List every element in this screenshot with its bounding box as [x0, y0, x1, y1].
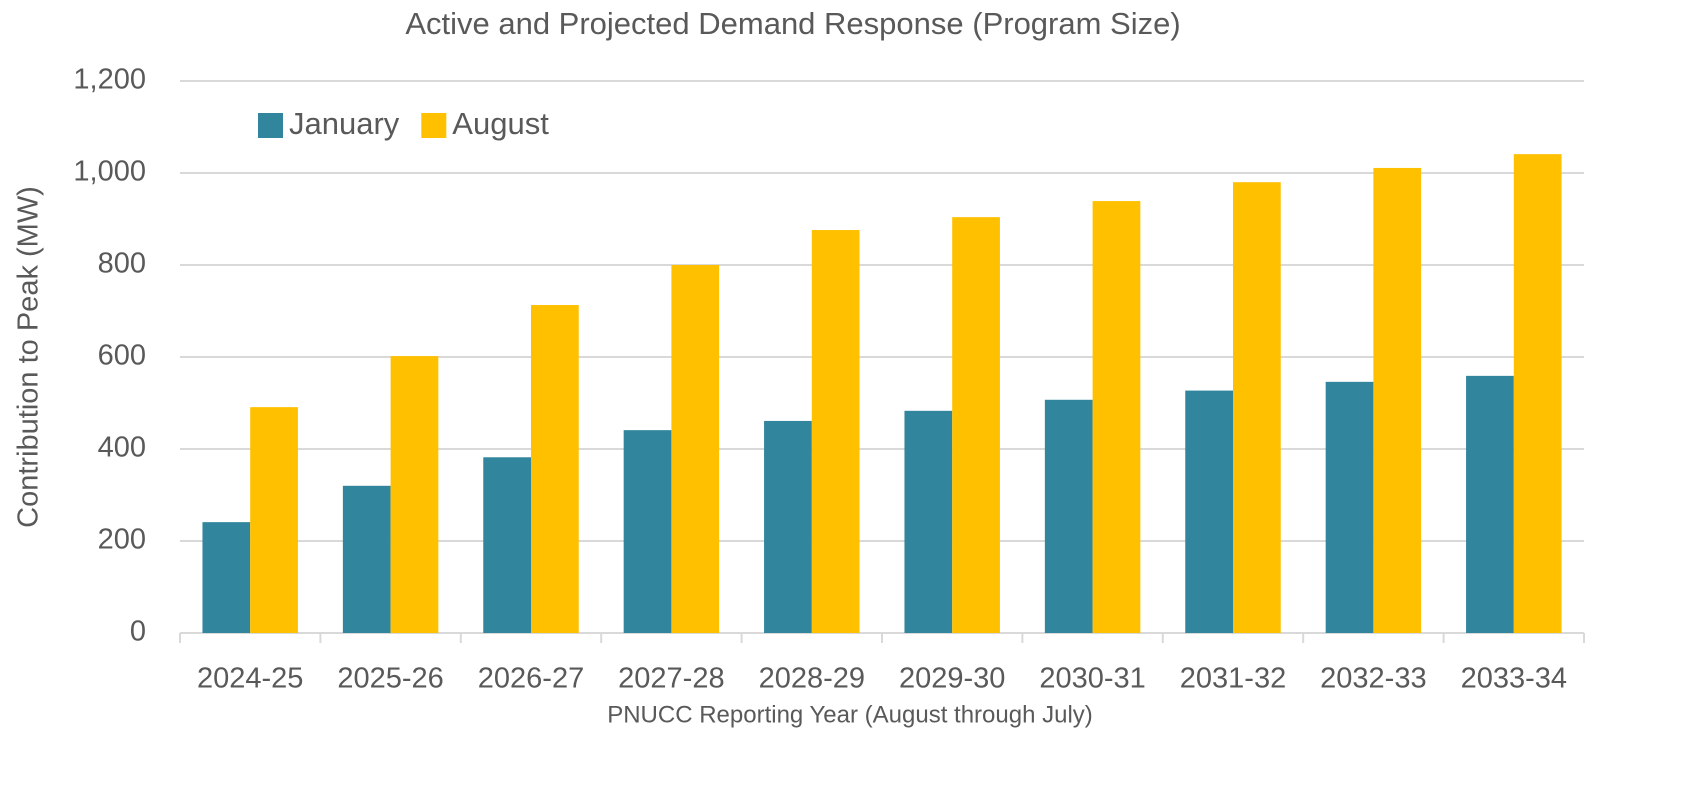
bar	[671, 265, 720, 633]
legend-label: January	[289, 106, 400, 141]
bar	[952, 217, 1000, 633]
bar	[250, 407, 298, 633]
bar	[1185, 390, 1233, 633]
bar	[390, 356, 439, 633]
bar	[1373, 167, 1422, 633]
bar	[1233, 182, 1281, 633]
y-tick-label: 0	[130, 616, 146, 648]
x-tick-label: 2024-25	[197, 663, 303, 695]
legend-swatch	[258, 113, 283, 138]
bar	[1092, 201, 1141, 633]
y-tick-label: 800	[98, 248, 146, 280]
x-tick-label: 2030-31	[1039, 663, 1145, 695]
x-tick-label: 2026-27	[478, 663, 584, 695]
legend-label: August	[452, 106, 549, 141]
bar	[1513, 154, 1562, 633]
y-axis-title: Contribution to Peak (MW)	[13, 186, 45, 528]
bar	[623, 430, 672, 633]
legend-swatch	[421, 113, 447, 138]
x-tick-label: 2028-29	[759, 663, 865, 695]
x-axis-title: PNUCC Reporting Year (August through Jul…	[607, 701, 1093, 728]
bar	[1325, 381, 1374, 633]
bar	[811, 230, 860, 634]
y-tick-label: 1,200	[73, 64, 146, 96]
bar	[202, 522, 251, 633]
x-tick-label: 2032-33	[1320, 663, 1426, 695]
bar	[531, 305, 579, 633]
chart-title: Active and Projected Demand Response (Pr…	[405, 6, 1180, 41]
y-tick-label: 600	[98, 340, 146, 372]
x-tick-label: 2029-30	[899, 663, 1005, 695]
y-tick-label: 200	[98, 524, 146, 556]
bar	[483, 457, 531, 633]
y-tick-label: 1,000	[73, 156, 146, 188]
bar	[1466, 375, 1514, 633]
y-tick-label: 400	[98, 432, 146, 464]
bar	[904, 410, 953, 633]
x-tick-label: 2027-28	[618, 663, 724, 695]
bar	[1044, 399, 1093, 633]
x-tick-label: 2031-32	[1180, 663, 1286, 695]
bar	[764, 420, 812, 633]
x-tick-label: 2025-26	[337, 663, 443, 695]
bar	[342, 485, 391, 633]
x-tick-label: 2033-34	[1461, 663, 1567, 695]
